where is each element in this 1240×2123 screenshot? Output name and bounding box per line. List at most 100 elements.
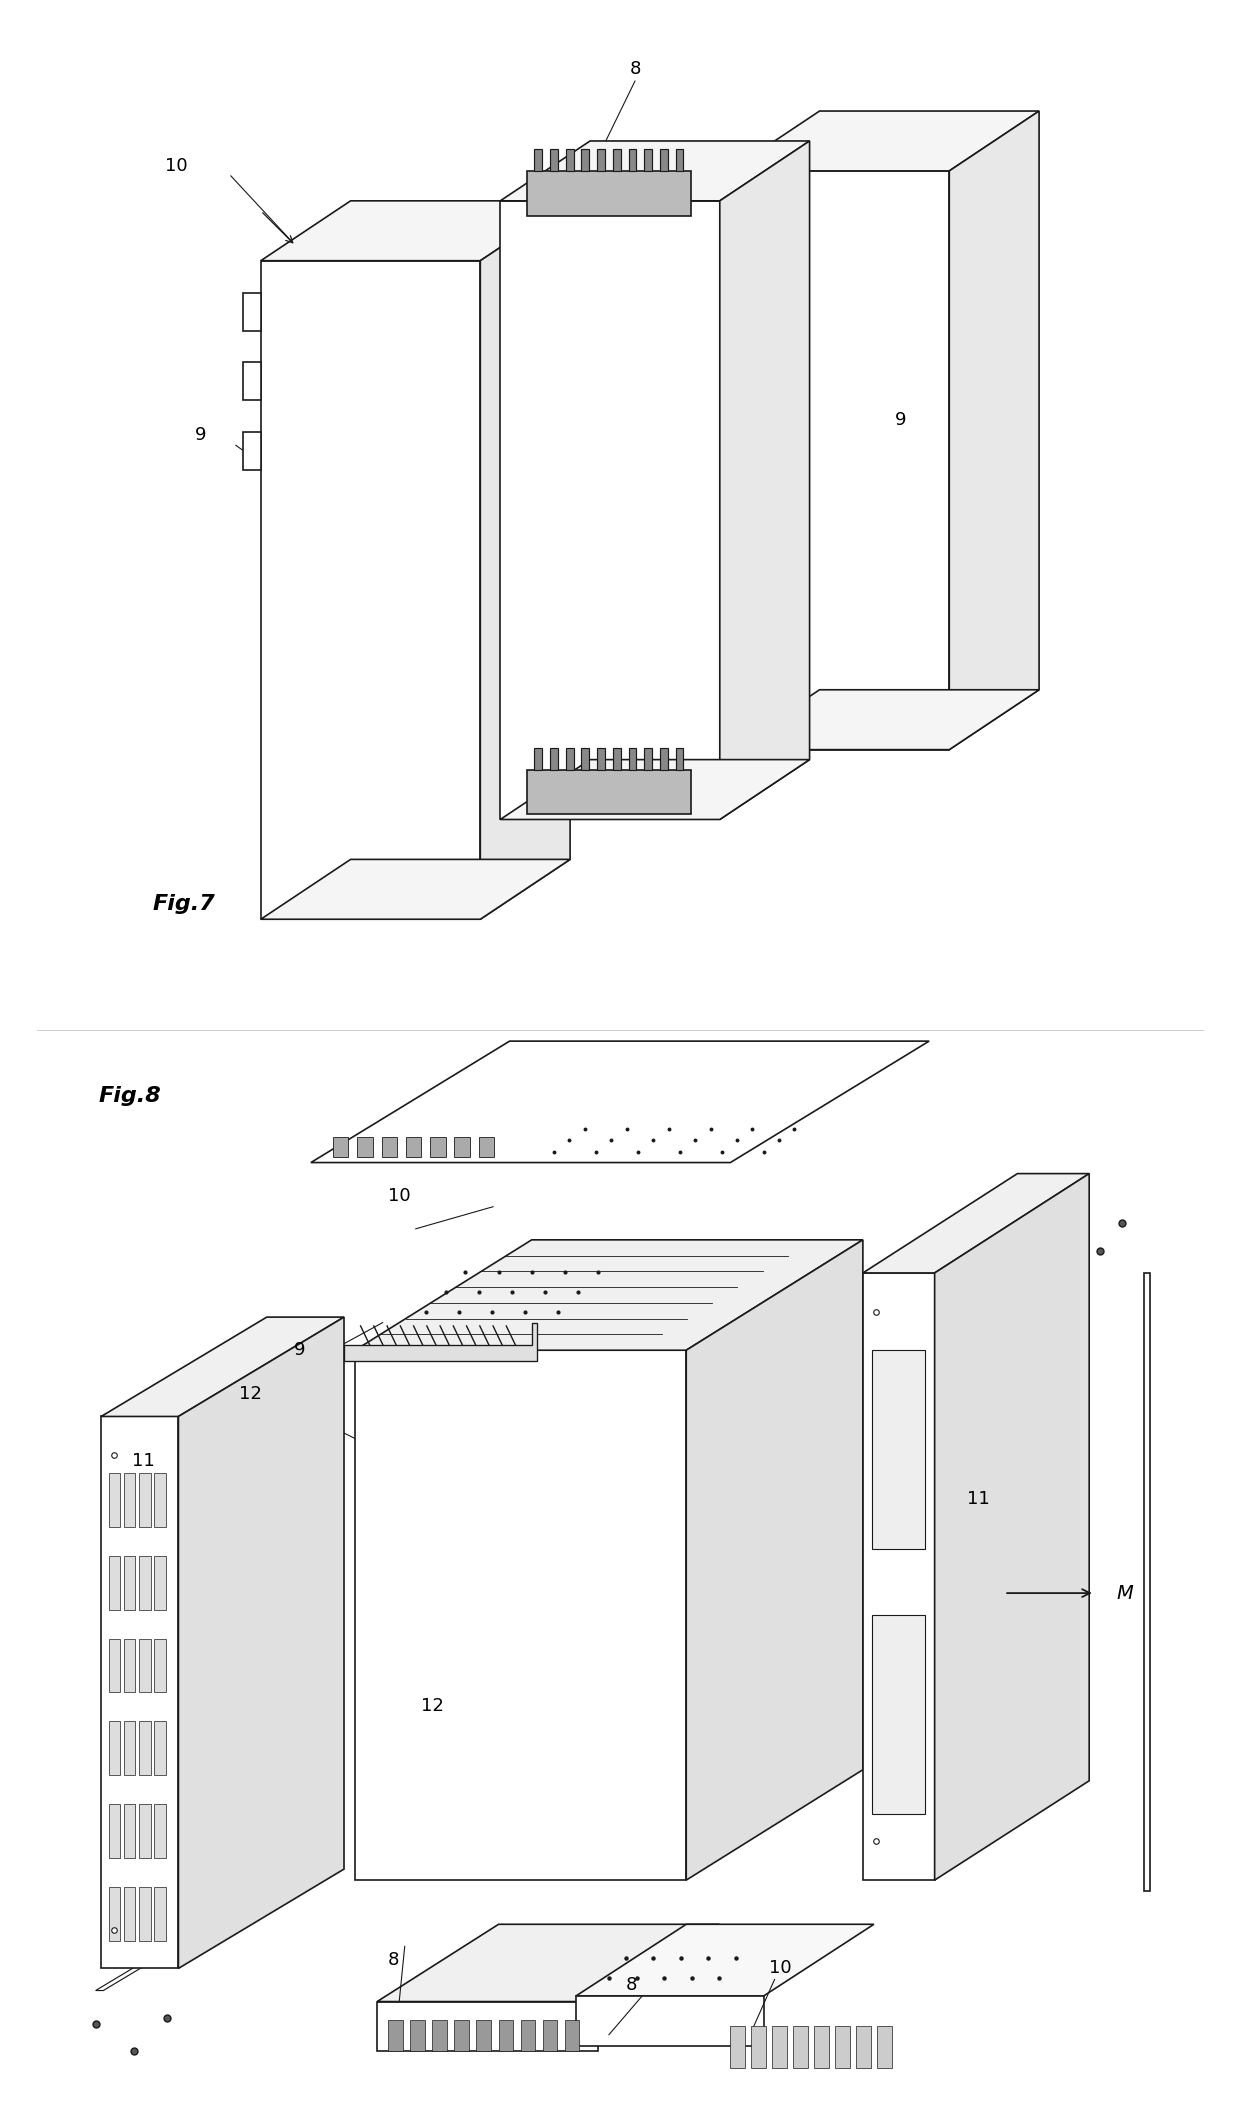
Polygon shape [575, 1923, 874, 1996]
Bar [139, 1556, 150, 1609]
Polygon shape [582, 747, 589, 771]
Text: 9: 9 [195, 427, 207, 444]
Bar [109, 1556, 120, 1609]
Polygon shape [582, 149, 589, 170]
Bar [454, 1138, 470, 1157]
Bar [388, 2021, 403, 2051]
Polygon shape [950, 110, 1039, 749]
Polygon shape [676, 747, 683, 771]
Polygon shape [311, 1040, 929, 1163]
Bar [139, 1639, 150, 1692]
Bar [857, 2025, 870, 2068]
Bar [543, 2021, 557, 2051]
Polygon shape [551, 747, 558, 771]
Polygon shape [730, 690, 1039, 749]
Polygon shape [527, 170, 691, 217]
Polygon shape [95, 1892, 269, 1991]
Bar [382, 1138, 397, 1157]
Bar [872, 1616, 925, 1813]
Polygon shape [534, 149, 542, 170]
Polygon shape [480, 202, 570, 919]
Bar [124, 1473, 135, 1526]
Bar [454, 2021, 469, 2051]
Bar [877, 2025, 892, 2068]
Polygon shape [565, 747, 574, 771]
Polygon shape [500, 202, 719, 819]
Polygon shape [686, 1240, 863, 1881]
Polygon shape [102, 1316, 343, 1416]
Polygon shape [629, 149, 636, 170]
Text: 10: 10 [769, 1960, 791, 1977]
Bar [124, 1887, 135, 1940]
Polygon shape [598, 747, 605, 771]
Bar [815, 2025, 828, 2068]
Bar [334, 1138, 348, 1157]
Polygon shape [660, 747, 667, 771]
Polygon shape [343, 1323, 537, 1361]
Bar [124, 1805, 135, 1858]
Polygon shape [863, 1274, 935, 1881]
Text: 8: 8 [388, 1951, 399, 1968]
Polygon shape [179, 1316, 343, 1968]
Text: 8: 8 [625, 1977, 636, 1993]
Polygon shape [613, 747, 621, 771]
Bar [521, 2021, 534, 2051]
Polygon shape [935, 1174, 1089, 1881]
Polygon shape [598, 149, 605, 170]
Polygon shape [676, 149, 683, 170]
Polygon shape [730, 170, 950, 749]
Polygon shape [551, 149, 558, 170]
Bar [124, 1639, 135, 1692]
Text: 8: 8 [630, 59, 641, 79]
Polygon shape [730, 110, 1039, 170]
Polygon shape [377, 2002, 598, 2051]
Bar [405, 1138, 422, 1157]
Bar [109, 1473, 120, 1526]
Bar [109, 1887, 120, 1940]
Polygon shape [645, 747, 652, 771]
Polygon shape [534, 747, 542, 771]
Polygon shape [500, 760, 810, 819]
Polygon shape [355, 1350, 686, 1881]
Polygon shape [565, 149, 574, 170]
Bar [155, 1722, 166, 1775]
Bar [410, 2021, 424, 2051]
Polygon shape [645, 149, 652, 170]
Text: Fig.7: Fig.7 [153, 894, 216, 915]
Polygon shape [260, 860, 570, 919]
Bar [155, 1805, 166, 1858]
Polygon shape [1145, 1274, 1149, 1892]
Bar [730, 2025, 745, 2068]
Bar [139, 1887, 150, 1940]
Bar [430, 1138, 445, 1157]
Text: 9: 9 [294, 1342, 305, 1359]
Bar [479, 1138, 495, 1157]
Text: 10: 10 [165, 157, 187, 174]
Bar [498, 2021, 513, 2051]
Bar [564, 2021, 579, 2051]
Bar [476, 2021, 491, 2051]
Text: 12: 12 [239, 1386, 262, 1403]
Bar [139, 1805, 150, 1858]
Bar [109, 1805, 120, 1858]
Polygon shape [613, 149, 621, 170]
Bar [124, 1722, 135, 1775]
Polygon shape [260, 261, 480, 919]
Polygon shape [527, 771, 691, 815]
Polygon shape [575, 1996, 764, 2047]
Text: 6: 6 [775, 711, 786, 728]
Text: 11: 11 [967, 1490, 991, 1507]
Bar [357, 1138, 373, 1157]
Bar [872, 1350, 925, 1550]
Bar [139, 1473, 150, 1526]
Polygon shape [660, 149, 667, 170]
Text: 11: 11 [131, 1452, 155, 1469]
Polygon shape [102, 1416, 179, 1968]
Bar [155, 1556, 166, 1609]
Bar [124, 1556, 135, 1609]
Bar [433, 2021, 446, 2051]
Text: 12: 12 [420, 1696, 444, 1715]
Polygon shape [243, 433, 260, 471]
Bar [139, 1722, 150, 1775]
Polygon shape [500, 140, 810, 202]
